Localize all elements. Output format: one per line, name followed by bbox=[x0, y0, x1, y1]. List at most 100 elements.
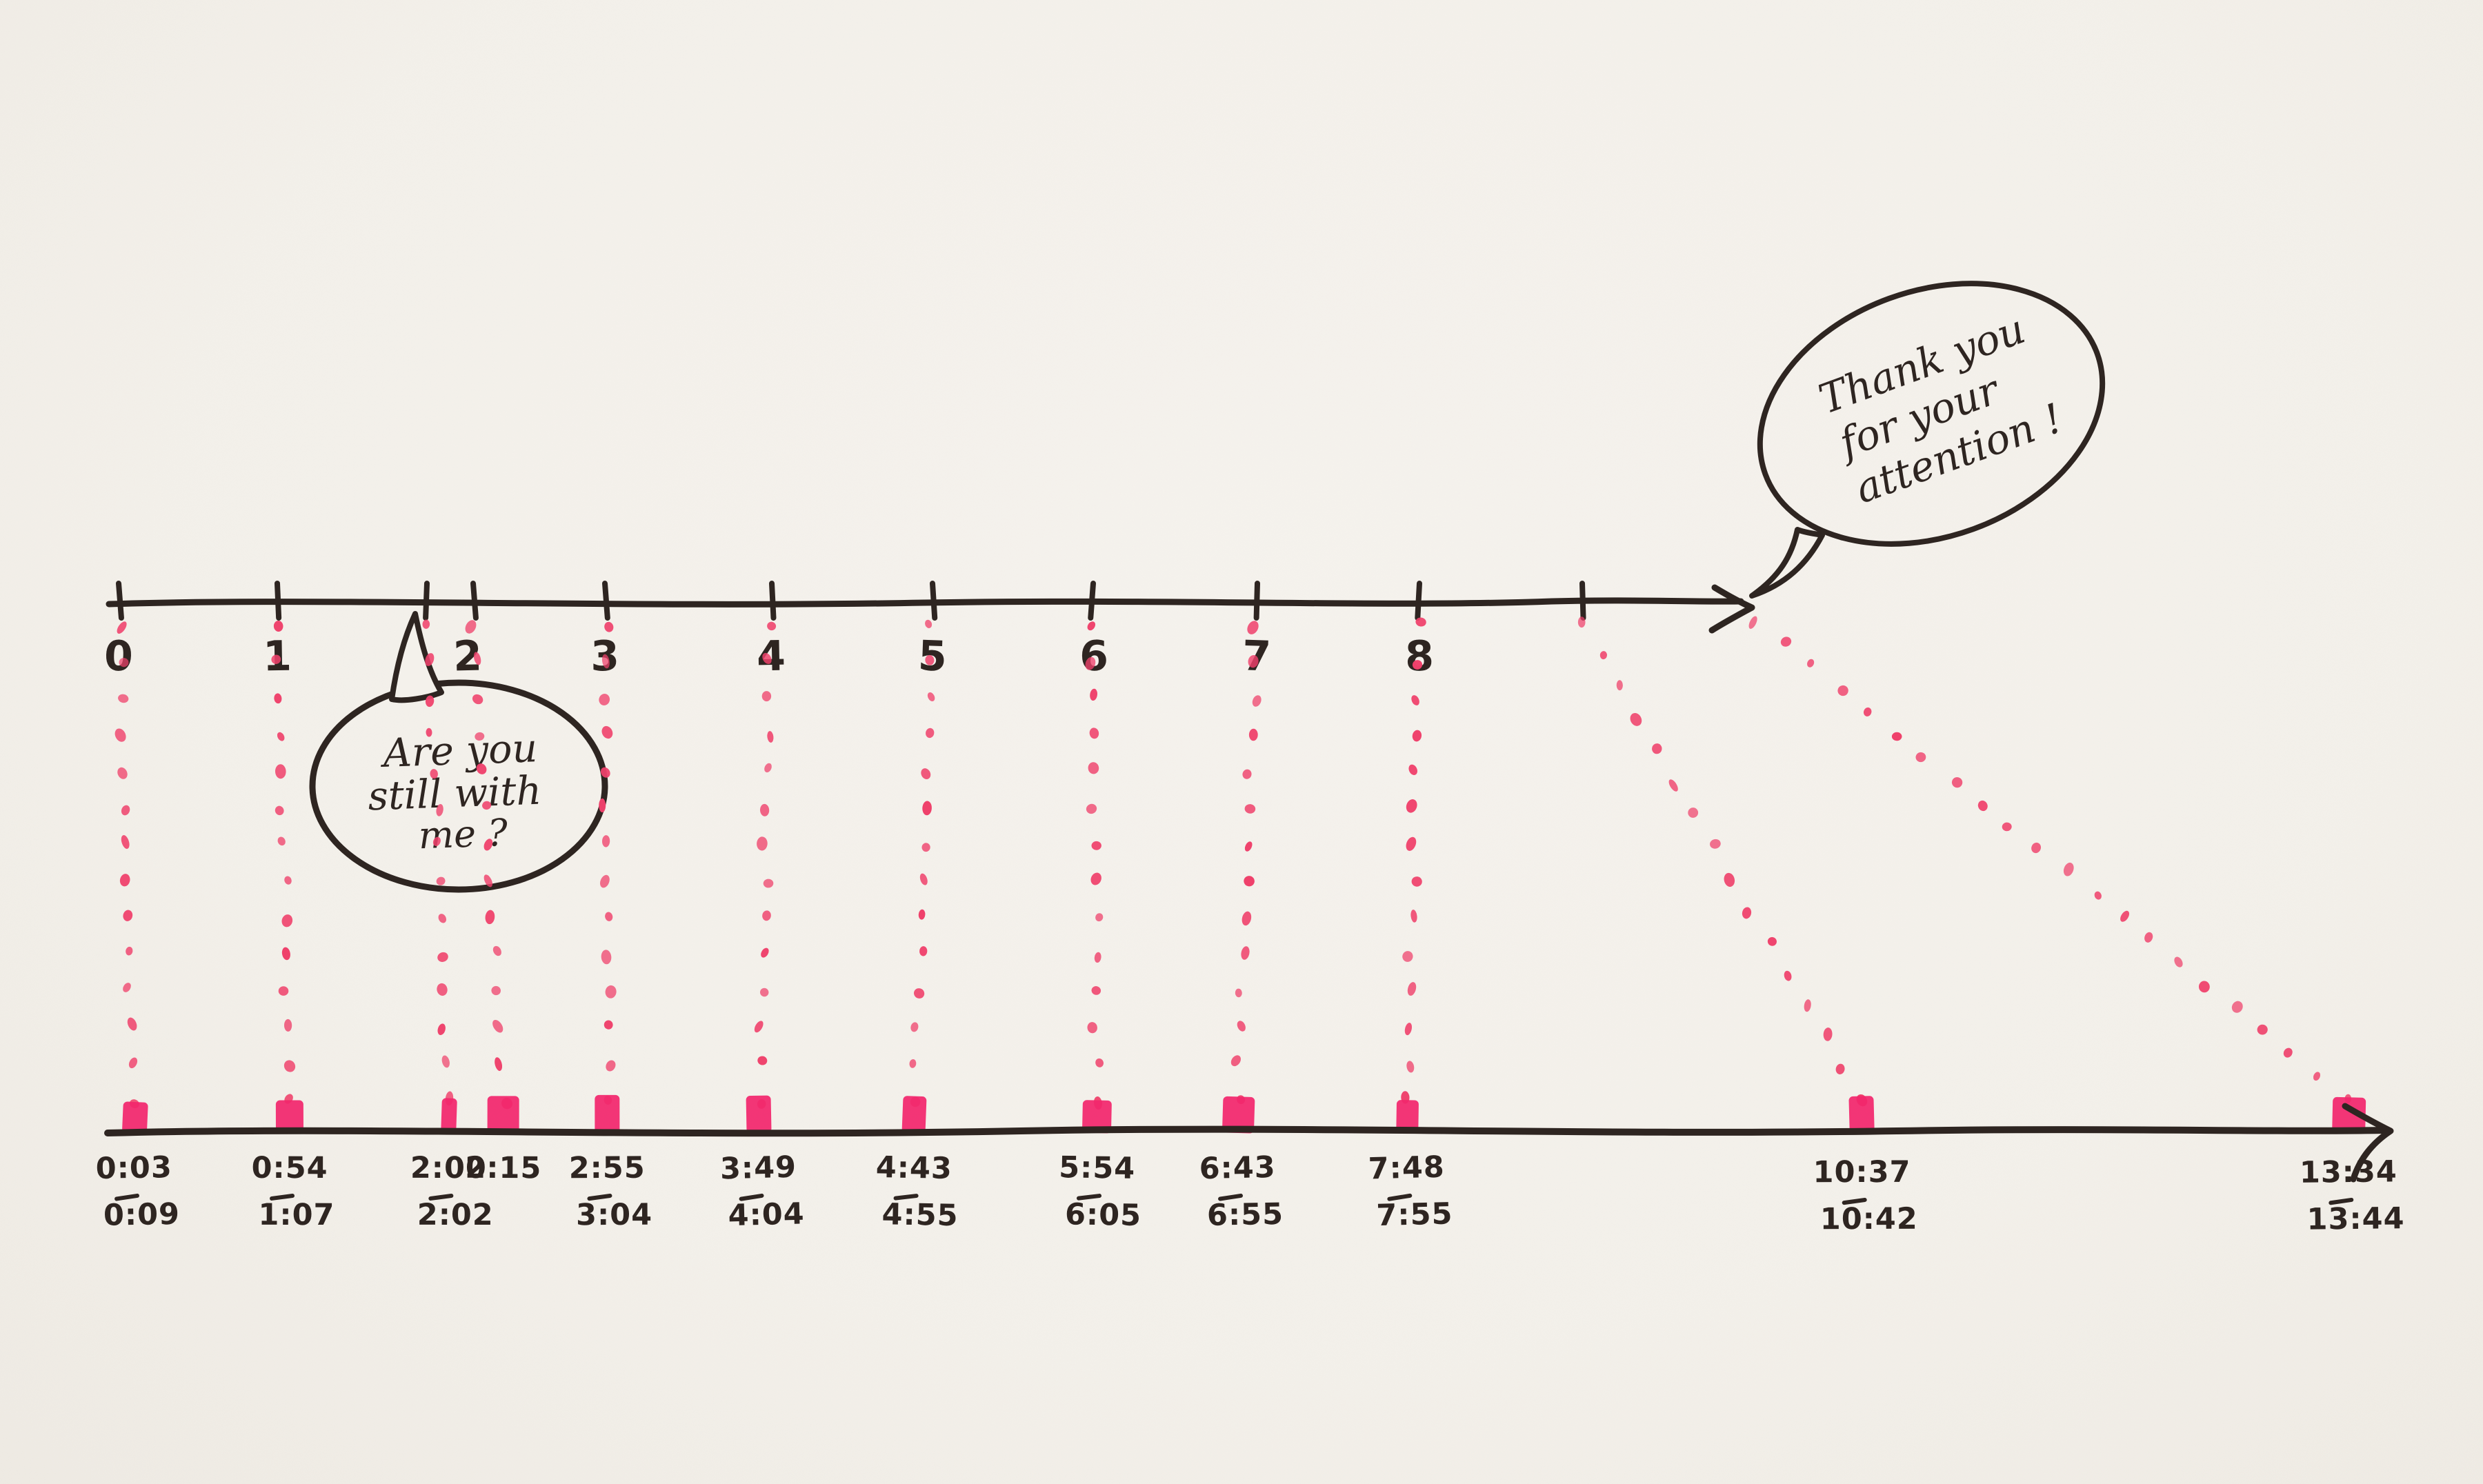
connector-dot bbox=[761, 947, 769, 958]
time-axis bbox=[104, 1103, 2394, 1183]
connector-dot bbox=[759, 987, 769, 997]
timestamp-group: 10:37 10:42 bbox=[1813, 1155, 1918, 1236]
connector-dot bbox=[1091, 841, 1101, 850]
slide-axis-arrowhead-icon bbox=[1708, 584, 1755, 634]
connector-dot bbox=[1411, 876, 1422, 887]
connector-dot bbox=[123, 910, 133, 921]
end-time-label: 2:02 bbox=[417, 1198, 494, 1232]
connector-dot bbox=[1235, 988, 1242, 998]
range-dash bbox=[1218, 1193, 1243, 1201]
slide-tick bbox=[930, 581, 938, 621]
slide-number-label: 4 bbox=[756, 632, 786, 681]
slide-tick bbox=[470, 581, 479, 621]
connector-dot bbox=[485, 910, 495, 925]
connector-dot bbox=[1237, 1021, 1246, 1032]
connector-dot bbox=[1410, 910, 1417, 923]
connector-dot bbox=[1630, 712, 1642, 726]
connector-dot bbox=[927, 692, 935, 702]
connector-dot bbox=[1407, 982, 1417, 996]
connector-dot bbox=[1577, 616, 1586, 628]
timestamp-labels: 0:03 0:09 0:54 1:07 2:00 2:02 2:15 2:55 3:04 3:49… bbox=[95, 1150, 2404, 1237]
timestamp-group: 4:43 4:55 bbox=[875, 1150, 959, 1233]
highlighter-mark bbox=[746, 1095, 772, 1134]
connector-dot bbox=[1411, 695, 1419, 705]
connector-dot bbox=[909, 1059, 917, 1068]
connector-dot bbox=[495, 1057, 503, 1071]
connector-dot bbox=[283, 1060, 296, 1072]
connector-dot bbox=[601, 835, 610, 848]
connector-dot bbox=[1404, 1023, 1413, 1036]
start-time-label: 0:03 bbox=[95, 1150, 172, 1186]
connector-dot bbox=[1807, 659, 1815, 668]
connector-dot bbox=[119, 657, 129, 668]
connector-dot bbox=[1087, 1022, 1097, 1034]
connector-dot bbox=[425, 653, 435, 666]
connector-dot bbox=[118, 694, 129, 703]
highlighter-mark bbox=[595, 1094, 620, 1134]
connector-dot bbox=[925, 654, 935, 665]
connector-dot bbox=[922, 801, 932, 816]
start-time-label: 0:54 bbox=[252, 1151, 328, 1185]
range-dash bbox=[587, 1193, 612, 1201]
connector-dot bbox=[1241, 946, 1250, 960]
connector-dot bbox=[1406, 1061, 1415, 1073]
highlighter-mark bbox=[487, 1096, 519, 1134]
connector-dot bbox=[1710, 839, 1721, 849]
connector-dot bbox=[114, 728, 126, 742]
connector-dot bbox=[1091, 986, 1101, 995]
connector-dot bbox=[1406, 799, 1417, 813]
connector-dot bbox=[425, 695, 435, 708]
connector-dot bbox=[599, 798, 606, 813]
connector-dot bbox=[1688, 808, 1699, 818]
connector-dot bbox=[1891, 732, 1902, 741]
connector-dot bbox=[436, 876, 446, 885]
connector-dot bbox=[600, 767, 610, 778]
connector-dot bbox=[475, 732, 485, 741]
end-time-label: 6:55 bbox=[1207, 1197, 1284, 1233]
connector-dot bbox=[437, 952, 448, 962]
end-time-label: 13:44 bbox=[2306, 1201, 2404, 1236]
speech-bubble-thank-you: Thank you for your attention ! bbox=[1749, 281, 2106, 599]
speech-bubble-tail bbox=[1749, 527, 1825, 599]
speech-bubble-tail bbox=[389, 611, 444, 703]
timestamp-group: 2:00 2:02 bbox=[410, 1151, 494, 1232]
connector-dot bbox=[283, 1019, 292, 1032]
end-time-label: 4:55 bbox=[881, 1197, 959, 1233]
connector-dot bbox=[436, 803, 443, 816]
start-time-label: 3:49 bbox=[719, 1150, 797, 1187]
connector-dot bbox=[918, 909, 926, 920]
connector-dot bbox=[121, 805, 130, 816]
connector-dot bbox=[605, 912, 613, 921]
range-dash bbox=[114, 1193, 139, 1201]
connector-dot bbox=[1863, 707, 1872, 716]
connector-dot bbox=[1823, 1027, 1833, 1041]
connector-dot bbox=[1406, 836, 1417, 851]
connector-dot bbox=[1784, 970, 1792, 981]
connector-dot bbox=[1244, 841, 1253, 852]
end-time-label: 7:55 bbox=[1376, 1196, 1453, 1233]
connector-dot bbox=[604, 1020, 613, 1030]
start-time-label: 7:48 bbox=[1368, 1150, 1445, 1187]
connector-dot bbox=[606, 1060, 616, 1072]
connector-dot bbox=[119, 874, 130, 887]
connector-dot bbox=[1402, 951, 1413, 962]
connector-dot bbox=[483, 874, 492, 888]
connector-dot bbox=[281, 914, 293, 928]
connector-dot bbox=[910, 1022, 919, 1032]
connector-dot bbox=[2094, 891, 2102, 900]
connector-dot bbox=[472, 694, 483, 705]
connector-dot bbox=[117, 767, 128, 779]
connector-dot bbox=[914, 988, 925, 999]
slide-tick bbox=[1415, 581, 1422, 621]
connector-dot bbox=[1668, 779, 1678, 792]
connector-dot bbox=[123, 983, 131, 992]
bubble-text-line: Are you bbox=[379, 725, 539, 776]
slide-tick bbox=[1579, 581, 1586, 621]
end-time-label: 3:04 bbox=[576, 1198, 652, 1233]
range-dash bbox=[1387, 1193, 1413, 1201]
bubble-text-line: still with bbox=[367, 768, 542, 820]
connector-dot bbox=[1724, 872, 1735, 887]
highlighter-mark bbox=[275, 1100, 303, 1134]
